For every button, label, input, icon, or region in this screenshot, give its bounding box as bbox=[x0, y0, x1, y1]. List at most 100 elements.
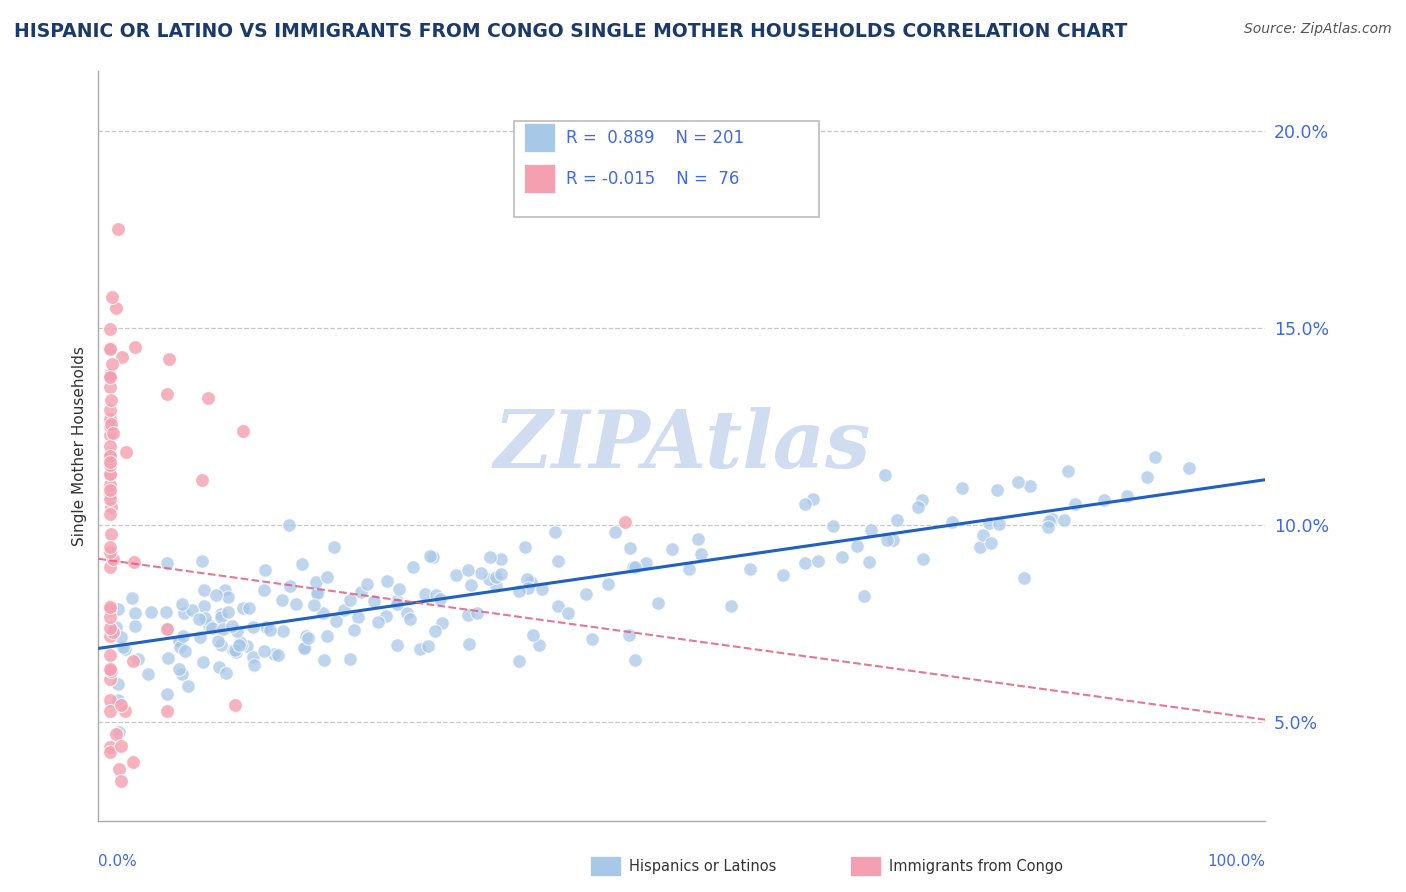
Point bbox=[307, 586, 329, 600]
Point bbox=[107, 222, 129, 236]
Point bbox=[188, 630, 211, 644]
Point bbox=[225, 645, 247, 659]
Point bbox=[1136, 469, 1159, 483]
Point bbox=[114, 642, 136, 657]
Point bbox=[110, 630, 132, 644]
Point bbox=[277, 518, 299, 533]
Point bbox=[98, 419, 121, 434]
Point bbox=[312, 653, 335, 667]
Point bbox=[367, 615, 389, 630]
Point bbox=[194, 611, 217, 625]
Point bbox=[98, 508, 121, 522]
Point bbox=[418, 639, 440, 653]
Point bbox=[305, 575, 328, 590]
Point bbox=[217, 590, 239, 604]
Point bbox=[193, 656, 215, 670]
Point bbox=[339, 592, 361, 607]
Point bbox=[221, 619, 243, 633]
Point bbox=[385, 638, 408, 652]
Point bbox=[156, 651, 179, 665]
Y-axis label: Single Mother Households: Single Mother Households bbox=[72, 346, 87, 546]
Point bbox=[794, 556, 817, 570]
Point bbox=[98, 704, 121, 718]
Point bbox=[619, 628, 641, 642]
Point bbox=[624, 559, 647, 574]
Point bbox=[980, 536, 1002, 550]
Point bbox=[98, 745, 121, 759]
Point bbox=[204, 588, 226, 602]
Point bbox=[98, 403, 121, 417]
Point bbox=[873, 467, 896, 482]
Point bbox=[156, 387, 179, 401]
Point bbox=[104, 620, 127, 634]
Point bbox=[605, 524, 627, 539]
Point bbox=[169, 633, 191, 648]
Point bbox=[177, 679, 200, 693]
Point bbox=[409, 642, 432, 657]
Point bbox=[207, 634, 229, 648]
Point bbox=[987, 516, 1010, 531]
Point bbox=[98, 428, 121, 442]
Point bbox=[101, 357, 124, 371]
Point bbox=[647, 597, 669, 611]
Point bbox=[98, 449, 121, 463]
Point bbox=[98, 467, 121, 482]
Point bbox=[263, 648, 285, 662]
Point bbox=[807, 554, 830, 568]
Point bbox=[686, 532, 709, 546]
Point bbox=[197, 391, 219, 405]
Point bbox=[375, 574, 398, 588]
Point bbox=[343, 623, 366, 637]
Point bbox=[634, 556, 657, 570]
Point bbox=[98, 419, 121, 434]
Point bbox=[907, 500, 929, 514]
Point bbox=[621, 559, 644, 574]
Point bbox=[271, 624, 294, 638]
Point bbox=[527, 638, 550, 652]
Point bbox=[402, 560, 425, 574]
Point bbox=[1057, 464, 1080, 478]
Point bbox=[98, 411, 121, 425]
Point bbox=[98, 439, 121, 453]
Point bbox=[339, 651, 361, 665]
Point bbox=[100, 392, 122, 407]
Point bbox=[613, 516, 636, 530]
Point bbox=[101, 290, 124, 304]
Text: R = -0.015    N =  76: R = -0.015 N = 76 bbox=[565, 170, 740, 188]
Point bbox=[98, 368, 121, 383]
Point bbox=[977, 516, 1000, 531]
Point bbox=[208, 660, 231, 674]
Point bbox=[224, 643, 246, 657]
Point bbox=[738, 562, 761, 576]
Point bbox=[238, 601, 260, 615]
Point bbox=[193, 583, 215, 598]
Point bbox=[200, 621, 222, 635]
Point bbox=[259, 623, 281, 637]
Point bbox=[544, 524, 567, 539]
Point bbox=[98, 601, 121, 615]
Point bbox=[1018, 478, 1040, 492]
Point bbox=[385, 593, 408, 607]
Point bbox=[972, 528, 994, 542]
Point bbox=[111, 640, 134, 655]
Point bbox=[124, 340, 146, 354]
Point bbox=[215, 666, 238, 681]
Point bbox=[415, 587, 437, 601]
Point bbox=[886, 512, 908, 526]
Point bbox=[986, 483, 1008, 497]
Point bbox=[950, 481, 973, 495]
Point bbox=[221, 642, 243, 657]
Point bbox=[793, 497, 815, 511]
Point bbox=[212, 622, 235, 636]
Point bbox=[193, 599, 215, 613]
Point bbox=[98, 648, 121, 663]
Point bbox=[98, 693, 121, 707]
Point bbox=[127, 651, 149, 665]
Point bbox=[307, 585, 329, 599]
Point bbox=[478, 572, 501, 586]
Point bbox=[859, 523, 882, 537]
Point bbox=[156, 704, 179, 718]
Text: R =  0.889    N = 201: R = 0.889 N = 201 bbox=[565, 129, 744, 147]
Point bbox=[388, 582, 411, 597]
Point bbox=[124, 606, 146, 620]
